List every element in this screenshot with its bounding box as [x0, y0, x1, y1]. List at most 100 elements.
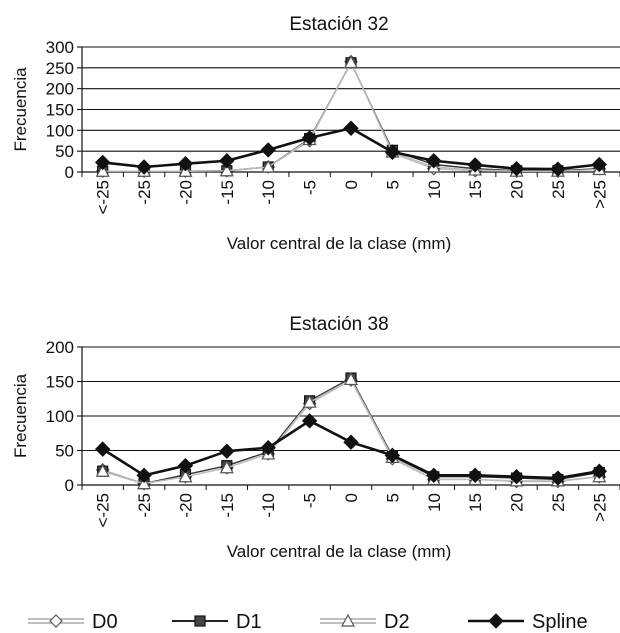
data-point — [508, 160, 525, 177]
series-spline — [94, 413, 608, 486]
y-tick-label: 50 — [55, 442, 74, 461]
series-line-d0 — [102, 60, 600, 172]
legend-item-spline: Spline — [468, 611, 588, 633]
series-d2 — [95, 372, 607, 490]
data-point — [550, 161, 566, 177]
data-point — [467, 157, 483, 173]
y-tick-label: 50 — [55, 142, 74, 161]
y-tick-label: 0 — [65, 476, 74, 495]
x-tick-label: -10 — [259, 180, 278, 205]
data-point — [177, 155, 194, 172]
data-point — [343, 434, 359, 450]
data-point — [137, 476, 152, 490]
data-point — [426, 153, 442, 169]
legend: D0 D1 D2 Spline — [28, 611, 588, 633]
x-tick-label: 0 — [342, 493, 361, 502]
chart-title: Estación 38 — [289, 314, 388, 335]
data-point — [219, 163, 234, 177]
y-axis-label: Frecuencia — [11, 67, 30, 152]
x-tick-label: -10 — [259, 493, 278, 518]
data-point — [384, 144, 401, 160]
x-tick-label: >25 — [590, 180, 609, 209]
x-axis-label: Valor central de la clase (mm) — [227, 234, 452, 253]
series-d0 — [95, 54, 607, 179]
data-point — [301, 413, 318, 429]
series-line-d2 — [102, 61, 600, 172]
x-tick-label: -20 — [176, 180, 195, 205]
x-tick-label: -25 — [135, 180, 154, 205]
data-point — [384, 447, 401, 464]
x-tick-label: -5 — [301, 180, 320, 195]
x-tick-label: 15 — [466, 493, 485, 512]
x-tick-label: 25 — [549, 180, 568, 199]
data-point — [467, 467, 483, 484]
data-point — [301, 130, 318, 146]
x-tick-label: 20 — [508, 180, 527, 199]
data-point — [219, 443, 235, 459]
data-point — [508, 469, 525, 485]
x-tick-label: 5 — [383, 493, 402, 502]
x-tick-label: <-25 — [94, 180, 113, 215]
y-tick-label: 200 — [46, 338, 74, 357]
data-point — [177, 457, 194, 474]
legend-marker — [488, 613, 504, 629]
data-point — [550, 470, 566, 486]
data-point — [261, 159, 276, 173]
x-tick-label: -15 — [218, 180, 237, 205]
y-tick-label: 150 — [46, 373, 74, 392]
x-tick-label: 5 — [383, 180, 402, 189]
x-tick-label: -25 — [135, 493, 154, 518]
series-line-d1 — [102, 62, 600, 172]
y-tick-label: 0 — [65, 163, 74, 182]
data-point — [591, 463, 608, 479]
series-spline — [94, 120, 608, 177]
data-point — [219, 153, 235, 169]
x-tick-label: >25 — [590, 493, 609, 522]
data-point — [343, 120, 359, 136]
x-tick-label: 25 — [549, 493, 568, 512]
series-d1 — [97, 57, 605, 177]
legend-item-d2: D2 — [320, 611, 410, 633]
x-tick-label: <-25 — [94, 493, 113, 528]
data-point — [95, 163, 110, 177]
y-tick-label: 100 — [46, 407, 74, 426]
x-tick-label: -5 — [301, 493, 320, 508]
data-point — [178, 469, 193, 483]
data-point — [343, 372, 359, 386]
y-tick-label: 200 — [46, 80, 74, 99]
data-point — [95, 463, 110, 477]
data-point — [260, 440, 276, 456]
y-tick-label: 250 — [46, 59, 74, 78]
y-tick-label: 150 — [46, 101, 74, 120]
x-tick-label: 10 — [425, 493, 444, 512]
x-tick-label: 15 — [466, 180, 485, 199]
data-point — [426, 467, 442, 484]
series-d2 — [95, 55, 607, 177]
data-point — [260, 142, 276, 158]
x-tick-label: 10 — [425, 180, 444, 199]
series-d0 — [95, 373, 607, 491]
y-tick-label: 300 — [46, 38, 74, 57]
x-tick-label: 0 — [342, 180, 361, 189]
legend-label: D1 — [236, 611, 262, 633]
chart-title: Estación 32 — [289, 14, 388, 35]
data-point — [136, 159, 152, 175]
x-tick-label: -15 — [218, 493, 237, 518]
legend-marker — [340, 613, 356, 627]
legend-label: D2 — [384, 611, 410, 633]
x-axis-label: Valor central de la clase (mm) — [227, 542, 452, 561]
legend-marker — [194, 615, 206, 627]
data-point — [302, 394, 317, 408]
data-point — [343, 55, 359, 69]
data-point — [94, 441, 111, 457]
legend-label: Spline — [532, 611, 588, 633]
legend-item-d0: D0 — [28, 611, 118, 633]
y-tick-label: 100 — [46, 121, 74, 140]
data-point — [94, 154, 111, 171]
data-point — [591, 156, 608, 173]
legend-marker — [49, 614, 63, 628]
x-tick-label: 20 — [508, 493, 527, 512]
